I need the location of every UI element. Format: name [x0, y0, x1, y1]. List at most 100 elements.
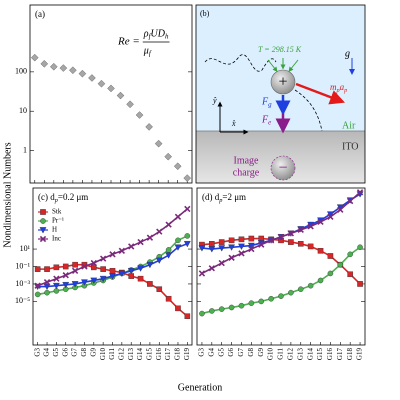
marker [135, 111, 144, 119]
marker [72, 261, 78, 268]
marker [218, 245, 226, 252]
marker [228, 244, 236, 251]
frame [32, 187, 193, 346]
x-tick-label: G10 [99, 348, 107, 361]
marker [327, 213, 334, 220]
frame [195, 4, 366, 184]
x-tick-label: G15 [316, 348, 324, 361]
charge-sign: − [278, 160, 287, 177]
marker [228, 254, 235, 261]
marker [99, 255, 107, 262]
marker [109, 268, 116, 274]
equation: UD [151, 28, 166, 39]
force-label: F [261, 96, 269, 107]
image-charge-label: Image [234, 155, 260, 166]
marker [238, 302, 245, 309]
equation: f [149, 50, 152, 58]
marker [53, 275, 60, 282]
y-tick-label: 10⁻¹ [15, 261, 30, 270]
marker [71, 267, 79, 274]
marker [277, 233, 285, 241]
x-tick-label: G10 [267, 348, 275, 361]
x-tick-label: G8 [247, 348, 255, 357]
x-tick-label: G14 [136, 348, 144, 361]
marker [59, 64, 68, 72]
x-tick-label: G11 [108, 348, 116, 360]
legend-label: Inc [52, 235, 61, 243]
marker [258, 298, 265, 305]
charge-sign: + [278, 74, 287, 91]
plot-area [30, 5, 192, 183]
marker [357, 244, 363, 251]
axis-label: x̂ [231, 119, 236, 128]
marker [137, 275, 144, 282]
marker [198, 245, 206, 252]
marker [228, 237, 235, 244]
marker [297, 241, 304, 247]
marker [99, 275, 107, 283]
marker [49, 62, 58, 71]
marker [297, 286, 304, 292]
equation: Re = [117, 36, 140, 48]
marker [81, 279, 88, 286]
x-tick-label: G14 [306, 348, 314, 361]
marker [247, 242, 255, 250]
marker [184, 205, 191, 213]
air-label: Air [342, 120, 356, 131]
diagram: (b) T = 298.15 K g + − ŷ x̂ Air ITO Imag… [195, 4, 366, 184]
marker [118, 247, 126, 254]
marker [218, 259, 225, 267]
x-tick-label: G7 [71, 348, 79, 357]
plot-area [197, 188, 365, 345]
force-label: g [268, 101, 272, 109]
marker [62, 272, 69, 279]
marker [347, 251, 353, 258]
x-tick-label: G4 [43, 348, 51, 357]
marker [145, 123, 153, 131]
x-tick-label: G17 [164, 348, 172, 361]
panel-label: =2 μm [222, 192, 246, 202]
marker [347, 197, 354, 205]
marker [288, 289, 294, 296]
legend-marker [39, 227, 47, 234]
inertia-label: m [330, 82, 337, 92]
marker [165, 295, 172, 302]
marker [317, 277, 324, 284]
inertia-label: a [340, 82, 345, 92]
y-tick-label: 10 [19, 106, 27, 115]
temperature: T = 298.15 K [258, 45, 302, 54]
x-tick-label: G8 [80, 348, 88, 357]
y-tick-label: 10⁻³ [15, 279, 30, 288]
panel-label: p [54, 197, 58, 204]
marker [44, 266, 50, 272]
x-tick-label: G5 [52, 348, 60, 357]
trajectory [294, 89, 323, 132]
marker [43, 283, 51, 291]
force-label: F [261, 114, 269, 125]
x-tick-label: G12 [117, 348, 125, 361]
marker [173, 162, 182, 171]
x-tick-label: G9 [89, 348, 97, 357]
legend-label: Pr⁻¹ [52, 217, 64, 225]
marker [183, 174, 192, 182]
frame [29, 4, 193, 184]
marker [268, 295, 274, 302]
inertia-arrow [295, 82, 346, 105]
y-axis-label: Nondimensional Numbers [2, 142, 13, 247]
legend-marker [40, 209, 46, 215]
marker [317, 218, 324, 226]
x-tick-label: G5 [217, 348, 225, 357]
marker [327, 253, 334, 259]
y-tick-label: 10¹ [20, 244, 31, 253]
panel-label: (b) [200, 9, 210, 18]
marker [155, 257, 163, 264]
ito-label: ITO [342, 141, 358, 152]
marker [81, 263, 88, 270]
marker [30, 53, 39, 62]
marker [258, 241, 265, 248]
marker [357, 281, 363, 287]
marker [147, 281, 153, 287]
marker [337, 261, 344, 268]
marker [62, 281, 70, 289]
